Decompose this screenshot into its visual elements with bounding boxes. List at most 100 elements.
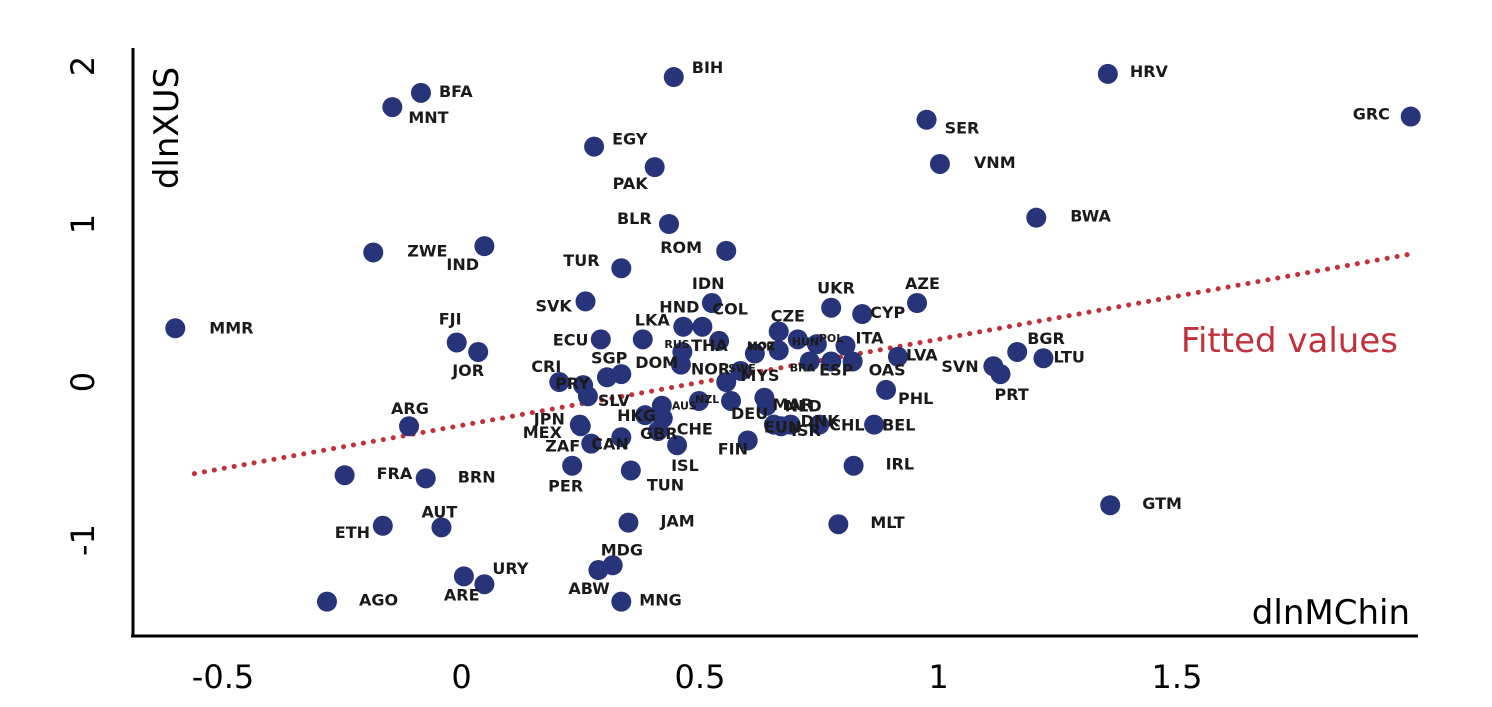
data-point: [689, 390, 710, 411]
data-point: [658, 214, 679, 234]
data-point: [611, 258, 632, 279]
point-label: GRC: [1353, 105, 1390, 124]
data-point: [667, 435, 688, 456]
point-label: HUN: [792, 335, 819, 348]
point-label: ESP: [819, 360, 853, 379]
x-tick-labels: -0.5 0 0.5 1 1.5: [192, 658, 1203, 696]
data-point: [916, 109, 937, 130]
data-point: [1097, 63, 1118, 84]
data-point: [709, 330, 730, 351]
point-label: FRA: [377, 464, 413, 483]
data-point: [399, 416, 420, 437]
data-point: [737, 430, 758, 451]
point-label: JOR: [451, 361, 484, 380]
point-label: RUS: [664, 338, 689, 351]
data-point: [768, 340, 789, 361]
point-label: PER: [548, 477, 583, 496]
data-point: [577, 386, 598, 407]
point-label: SGP: [591, 348, 628, 367]
point-label: COL: [712, 300, 748, 319]
point-label: AGO: [359, 591, 398, 610]
point-label: EUN: [764, 418, 801, 437]
data-point: [618, 512, 639, 533]
point-label: BWA: [1070, 207, 1111, 226]
point-label: MOZ: [747, 340, 775, 353]
point-label: URY: [492, 559, 528, 578]
data-point: [768, 321, 789, 342]
point-label: JAM: [659, 512, 694, 531]
point-label: ECU: [553, 330, 589, 349]
point-label: KOR: [749, 340, 775, 353]
data-point: [581, 433, 602, 454]
data-point: [165, 318, 186, 339]
data-point: [1007, 341, 1028, 362]
data-point: [648, 420, 669, 441]
point-label: SLV: [598, 391, 631, 410]
point-label: JPN: [533, 410, 565, 429]
point-label: PRT: [995, 385, 1029, 404]
point-label: PHL: [898, 389, 933, 408]
point-label: OAS: [869, 360, 906, 379]
data-point: [644, 157, 665, 178]
data-point: [673, 316, 694, 337]
point-label: AUS: [672, 400, 697, 413]
point-label: HRV: [1130, 62, 1169, 81]
x-tick-label: -0.5: [192, 658, 254, 696]
data-point: [780, 414, 801, 435]
x-tick-label: 1: [928, 658, 948, 696]
data-point: [721, 390, 742, 411]
y-tick-labels: -1 0 1 2: [64, 56, 102, 556]
point-label: HKG: [617, 406, 656, 425]
point-label: PAK: [613, 174, 649, 193]
data-point: [588, 560, 609, 581]
point-label: NOR: [691, 360, 730, 379]
data-point: [864, 414, 885, 435]
point-label: CHE: [677, 419, 713, 438]
point-label: POL: [819, 332, 843, 345]
y-tick-label: 1: [64, 214, 102, 234]
x-tick-label: 0: [451, 658, 471, 696]
data-point: [410, 82, 431, 103]
point-label: PRY: [555, 374, 590, 393]
data-point: [1026, 207, 1047, 228]
data-point: [828, 514, 849, 535]
data-point: [716, 240, 737, 261]
point-label: FIN: [718, 439, 748, 458]
data-point: [716, 372, 737, 392]
point-label: DNK: [801, 412, 841, 431]
point-label: MAR: [772, 395, 813, 414]
data-point: [843, 455, 864, 476]
point-label: MMR: [209, 318, 253, 337]
data-points: [165, 63, 1421, 612]
data-point: [887, 346, 908, 367]
point-label: SVK: [536, 296, 573, 315]
point-label: IRL: [886, 455, 914, 474]
point-label: SVN: [941, 357, 978, 376]
point-label: BRN: [458, 467, 496, 486]
point-label: ETH: [335, 523, 370, 542]
point-label: BIH: [692, 58, 724, 77]
point-label: UKR: [817, 279, 855, 298]
data-point: [806, 334, 827, 355]
point-label: LTU: [1053, 347, 1084, 366]
point-label: AUT: [421, 502, 457, 521]
point-label: ABW: [568, 579, 610, 598]
point-label: LKA: [635, 310, 671, 329]
fitted-values-label: Fitted values: [1181, 321, 1398, 361]
data-point: [1400, 106, 1421, 127]
point-label: MYS: [741, 366, 780, 385]
point-label: ZAF: [545, 437, 580, 456]
data-point: [590, 329, 611, 350]
data-point: [415, 468, 436, 489]
data-point: [809, 414, 830, 435]
data-point: [562, 455, 583, 476]
point-label: ROM: [660, 238, 702, 257]
point-label: LVA: [906, 346, 938, 365]
point-label: ZWE: [407, 241, 447, 260]
x-tick-label: 1.5: [1152, 658, 1203, 696]
point-label: ARG: [391, 399, 429, 418]
axes: [131, 48, 1418, 638]
data-point: [620, 460, 641, 481]
data-point: [835, 335, 856, 356]
